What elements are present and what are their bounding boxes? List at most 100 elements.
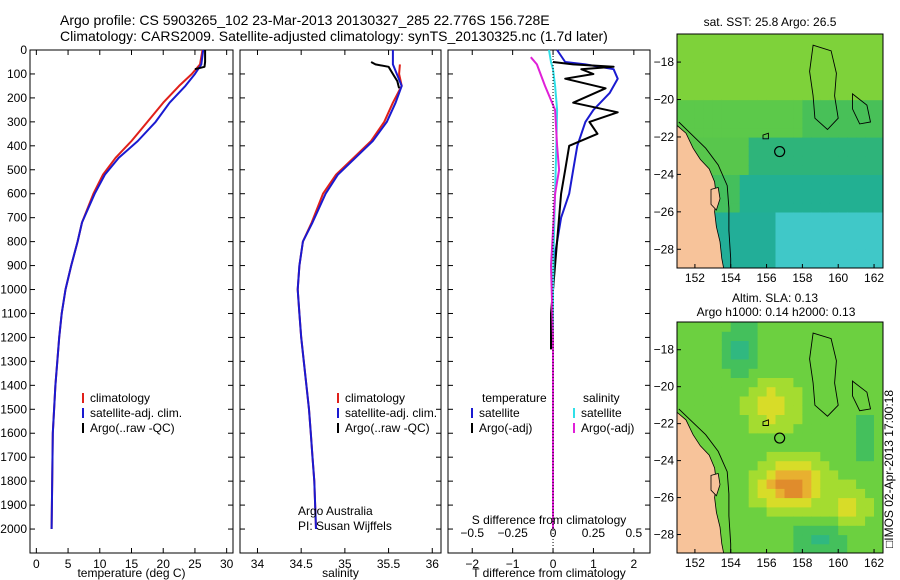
plot-title-line-2: Climatology: CARS2009. Satellite-adjuste… bbox=[60, 28, 608, 44]
map-cell bbox=[847, 165, 857, 175]
map-cell bbox=[730, 230, 741, 241]
map-cell bbox=[686, 34, 696, 44]
y-tick-label: 1900 bbox=[0, 498, 27, 512]
map-cell bbox=[865, 52, 875, 63]
map-cell bbox=[856, 71, 866, 82]
map-cell bbox=[865, 488, 875, 499]
map-cell bbox=[865, 432, 875, 443]
map-cell bbox=[811, 202, 821, 213]
x-tick-label: 34 bbox=[251, 557, 265, 571]
x-tick-label: 162 bbox=[864, 556, 884, 570]
map-cell bbox=[748, 62, 759, 73]
map-cell bbox=[802, 405, 812, 415]
map-cell bbox=[784, 377, 795, 388]
y-tick-label: 0 bbox=[20, 43, 27, 57]
x-tick-label: 154 bbox=[721, 271, 741, 285]
map-cell bbox=[739, 183, 750, 194]
map-cell bbox=[739, 193, 750, 204]
map-cell bbox=[820, 249, 830, 260]
map-cell bbox=[847, 108, 857, 119]
map-cell bbox=[829, 405, 839, 415]
map-cell bbox=[865, 516, 875, 526]
map-cell bbox=[793, 534, 803, 545]
map-cell bbox=[829, 239, 839, 250]
map-cell bbox=[847, 506, 857, 517]
map-cell bbox=[739, 34, 750, 44]
map-cell bbox=[829, 506, 839, 517]
map-cell bbox=[757, 414, 768, 425]
y-tick-label: −18 bbox=[654, 55, 675, 69]
map-cell bbox=[802, 331, 812, 341]
map-cell bbox=[838, 108, 848, 119]
map-cell bbox=[730, 479, 741, 489]
map-cell bbox=[802, 525, 812, 536]
map-cell bbox=[847, 230, 857, 241]
map-cell bbox=[820, 202, 830, 213]
map-cell bbox=[775, 488, 786, 499]
map-cell bbox=[811, 43, 821, 54]
map-cell bbox=[865, 90, 875, 101]
map-cell bbox=[856, 386, 866, 397]
map-cell bbox=[748, 80, 759, 91]
map-cell bbox=[721, 405, 732, 415]
map-cell bbox=[721, 249, 732, 260]
map-cell bbox=[856, 432, 866, 443]
map-cell bbox=[793, 405, 803, 415]
map-cell bbox=[865, 34, 875, 44]
map-cell bbox=[820, 52, 830, 63]
map-cell bbox=[874, 90, 883, 101]
map-cell bbox=[748, 488, 759, 499]
map-cell bbox=[811, 127, 821, 138]
y-tick-label: −26 bbox=[654, 205, 675, 219]
map-cell bbox=[847, 202, 857, 213]
map-cell bbox=[766, 165, 777, 175]
map-cell bbox=[686, 43, 696, 54]
map-cell bbox=[793, 488, 803, 499]
x-tick-label: 152 bbox=[685, 556, 705, 570]
map-cell bbox=[811, 414, 821, 425]
map-cell bbox=[730, 211, 741, 222]
map-cell bbox=[811, 377, 821, 388]
map-cell bbox=[802, 322, 812, 332]
map-cell bbox=[775, 359, 786, 369]
map-cell bbox=[730, 497, 741, 508]
map-cell bbox=[712, 118, 723, 129]
map-cell bbox=[748, 211, 759, 222]
land-mass bbox=[677, 411, 725, 553]
map-cell bbox=[775, 479, 786, 489]
map-cell bbox=[793, 377, 803, 388]
series-line-2 bbox=[194, 50, 207, 71]
map-cell bbox=[784, 193, 795, 204]
map-cell bbox=[811, 193, 821, 204]
map-cell bbox=[703, 405, 714, 415]
map-cell bbox=[775, 43, 786, 54]
map-cell bbox=[820, 183, 830, 194]
map-cell bbox=[829, 432, 839, 443]
map-cell bbox=[686, 118, 696, 129]
map-cell bbox=[838, 127, 848, 138]
map-cell bbox=[874, 469, 883, 480]
map-cell bbox=[811, 165, 821, 175]
map-cell bbox=[730, 525, 741, 536]
map-cell bbox=[838, 423, 848, 434]
map-cell bbox=[802, 469, 812, 480]
map-cell bbox=[838, 488, 848, 499]
map-cell bbox=[811, 239, 821, 250]
map-cell bbox=[820, 488, 830, 499]
map-cell bbox=[775, 239, 786, 250]
map-cell bbox=[874, 62, 883, 73]
map-cell bbox=[847, 469, 857, 480]
map-cell bbox=[721, 52, 732, 63]
map-cell bbox=[820, 71, 830, 82]
series-line-1 bbox=[50, 49, 205, 530]
map-cell bbox=[730, 174, 741, 185]
map-cell bbox=[739, 414, 750, 425]
map-cell bbox=[757, 506, 768, 517]
map-cell bbox=[739, 340, 750, 351]
map-cell bbox=[847, 516, 857, 526]
map-cell bbox=[856, 395, 866, 406]
map-cell bbox=[829, 469, 839, 480]
map-cell bbox=[811, 183, 821, 194]
map-cell bbox=[838, 183, 848, 194]
map-cell bbox=[721, 118, 732, 129]
